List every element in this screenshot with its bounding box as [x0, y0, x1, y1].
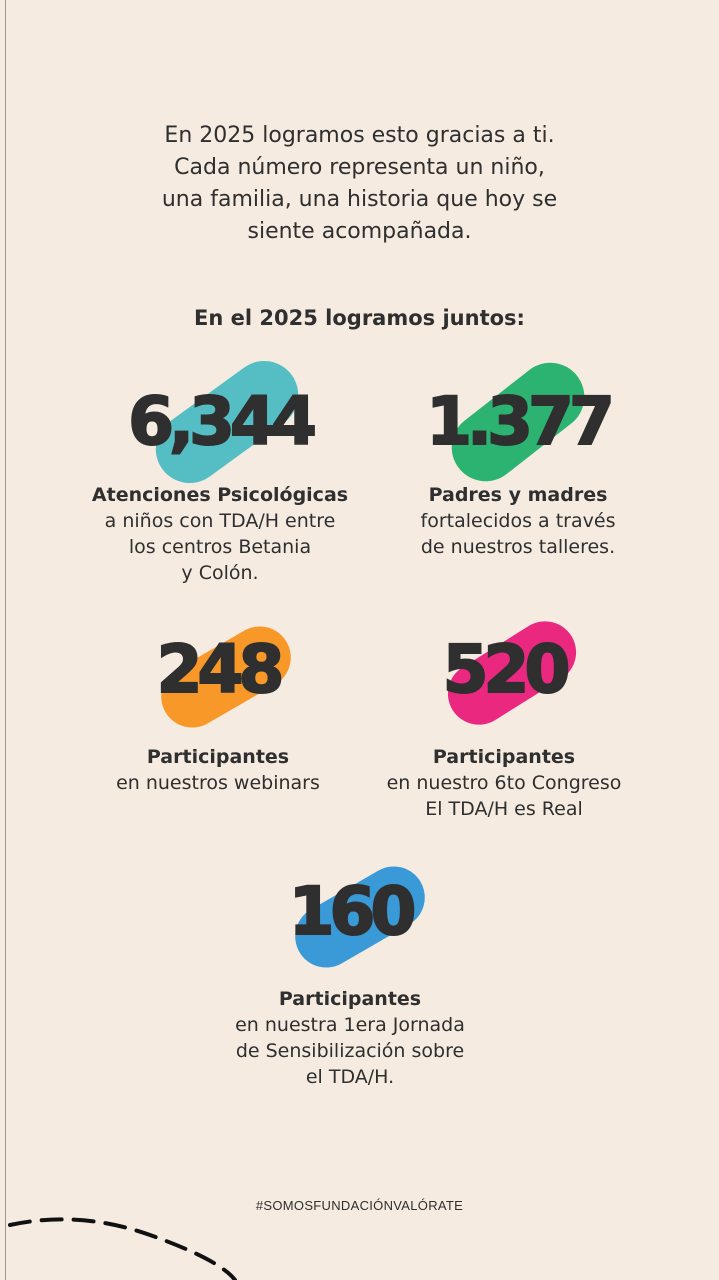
stat-desc: el TDA/H. [305, 1066, 395, 1088]
stat-number: 1.377 [425, 382, 616, 461]
stat-number: 160 [288, 872, 418, 951]
stat-webinars: 248 Participantes en nuestros webinars [48, 615, 388, 796]
stat-number: 520 [442, 630, 572, 709]
stat-label: Participantes [432, 746, 576, 768]
stat-label: Participantes [278, 988, 422, 1010]
section-heading: En el 2025 logramos juntos: [194, 306, 525, 330]
left-edge-line [5, 0, 6, 1280]
stat-label: Padres y madres [428, 484, 608, 506]
stat-desc: fortalecidos a través [420, 510, 616, 532]
stat-desc: de Sensibilización sobre [235, 1040, 465, 1062]
stat-number: 6,344 [127, 382, 318, 461]
intro-line: siente acompañada. [247, 219, 472, 244]
hashtag: #SOMOSFUNDACIÓNVALÓRATE [255, 1198, 464, 1213]
stat-desc: en nuestros webinars [116, 772, 320, 794]
stat-desc: de nuestros talleres. [420, 536, 616, 558]
stat-desc: y Colón. [181, 562, 259, 584]
stat-number: 248 [156, 630, 286, 709]
stat-desc: en nuestro 6to Congreso [386, 772, 622, 794]
stat-psych-attentions: 6,344 Atenciones Psicológicas a niños co… [50, 347, 390, 586]
stat-label: Atenciones Psicológicas [91, 484, 349, 506]
stat-desc: El TDA/H es Real [425, 798, 583, 820]
intro-line: una familia, una historia que hoy se [161, 187, 558, 212]
stat-desc: a niños con TDA/H entre [104, 510, 336, 532]
intro-text: En 2025 logramos esto gracias a ti. Cada… [0, 120, 719, 248]
intro-line: Cada número representa un niño, [174, 155, 545, 180]
stat-label: Participantes [146, 746, 290, 768]
stat-parents: 1.377 Padres y madres fortalecidos a tra… [348, 349, 688, 560]
stat-desc: en nuestra 1era Jornada [235, 1014, 465, 1036]
stat-jornada: 160 Participantes en nuestra 1era Jornad… [180, 855, 520, 1090]
intro-line: En 2025 logramos esto gracias a ti. [164, 123, 555, 148]
dashed-curve-decoration [8, 1217, 237, 1280]
stat-desc: los centros Betania [128, 536, 312, 558]
stat-congress: 520 Participantes en nuestro 6to Congres… [334, 609, 674, 822]
